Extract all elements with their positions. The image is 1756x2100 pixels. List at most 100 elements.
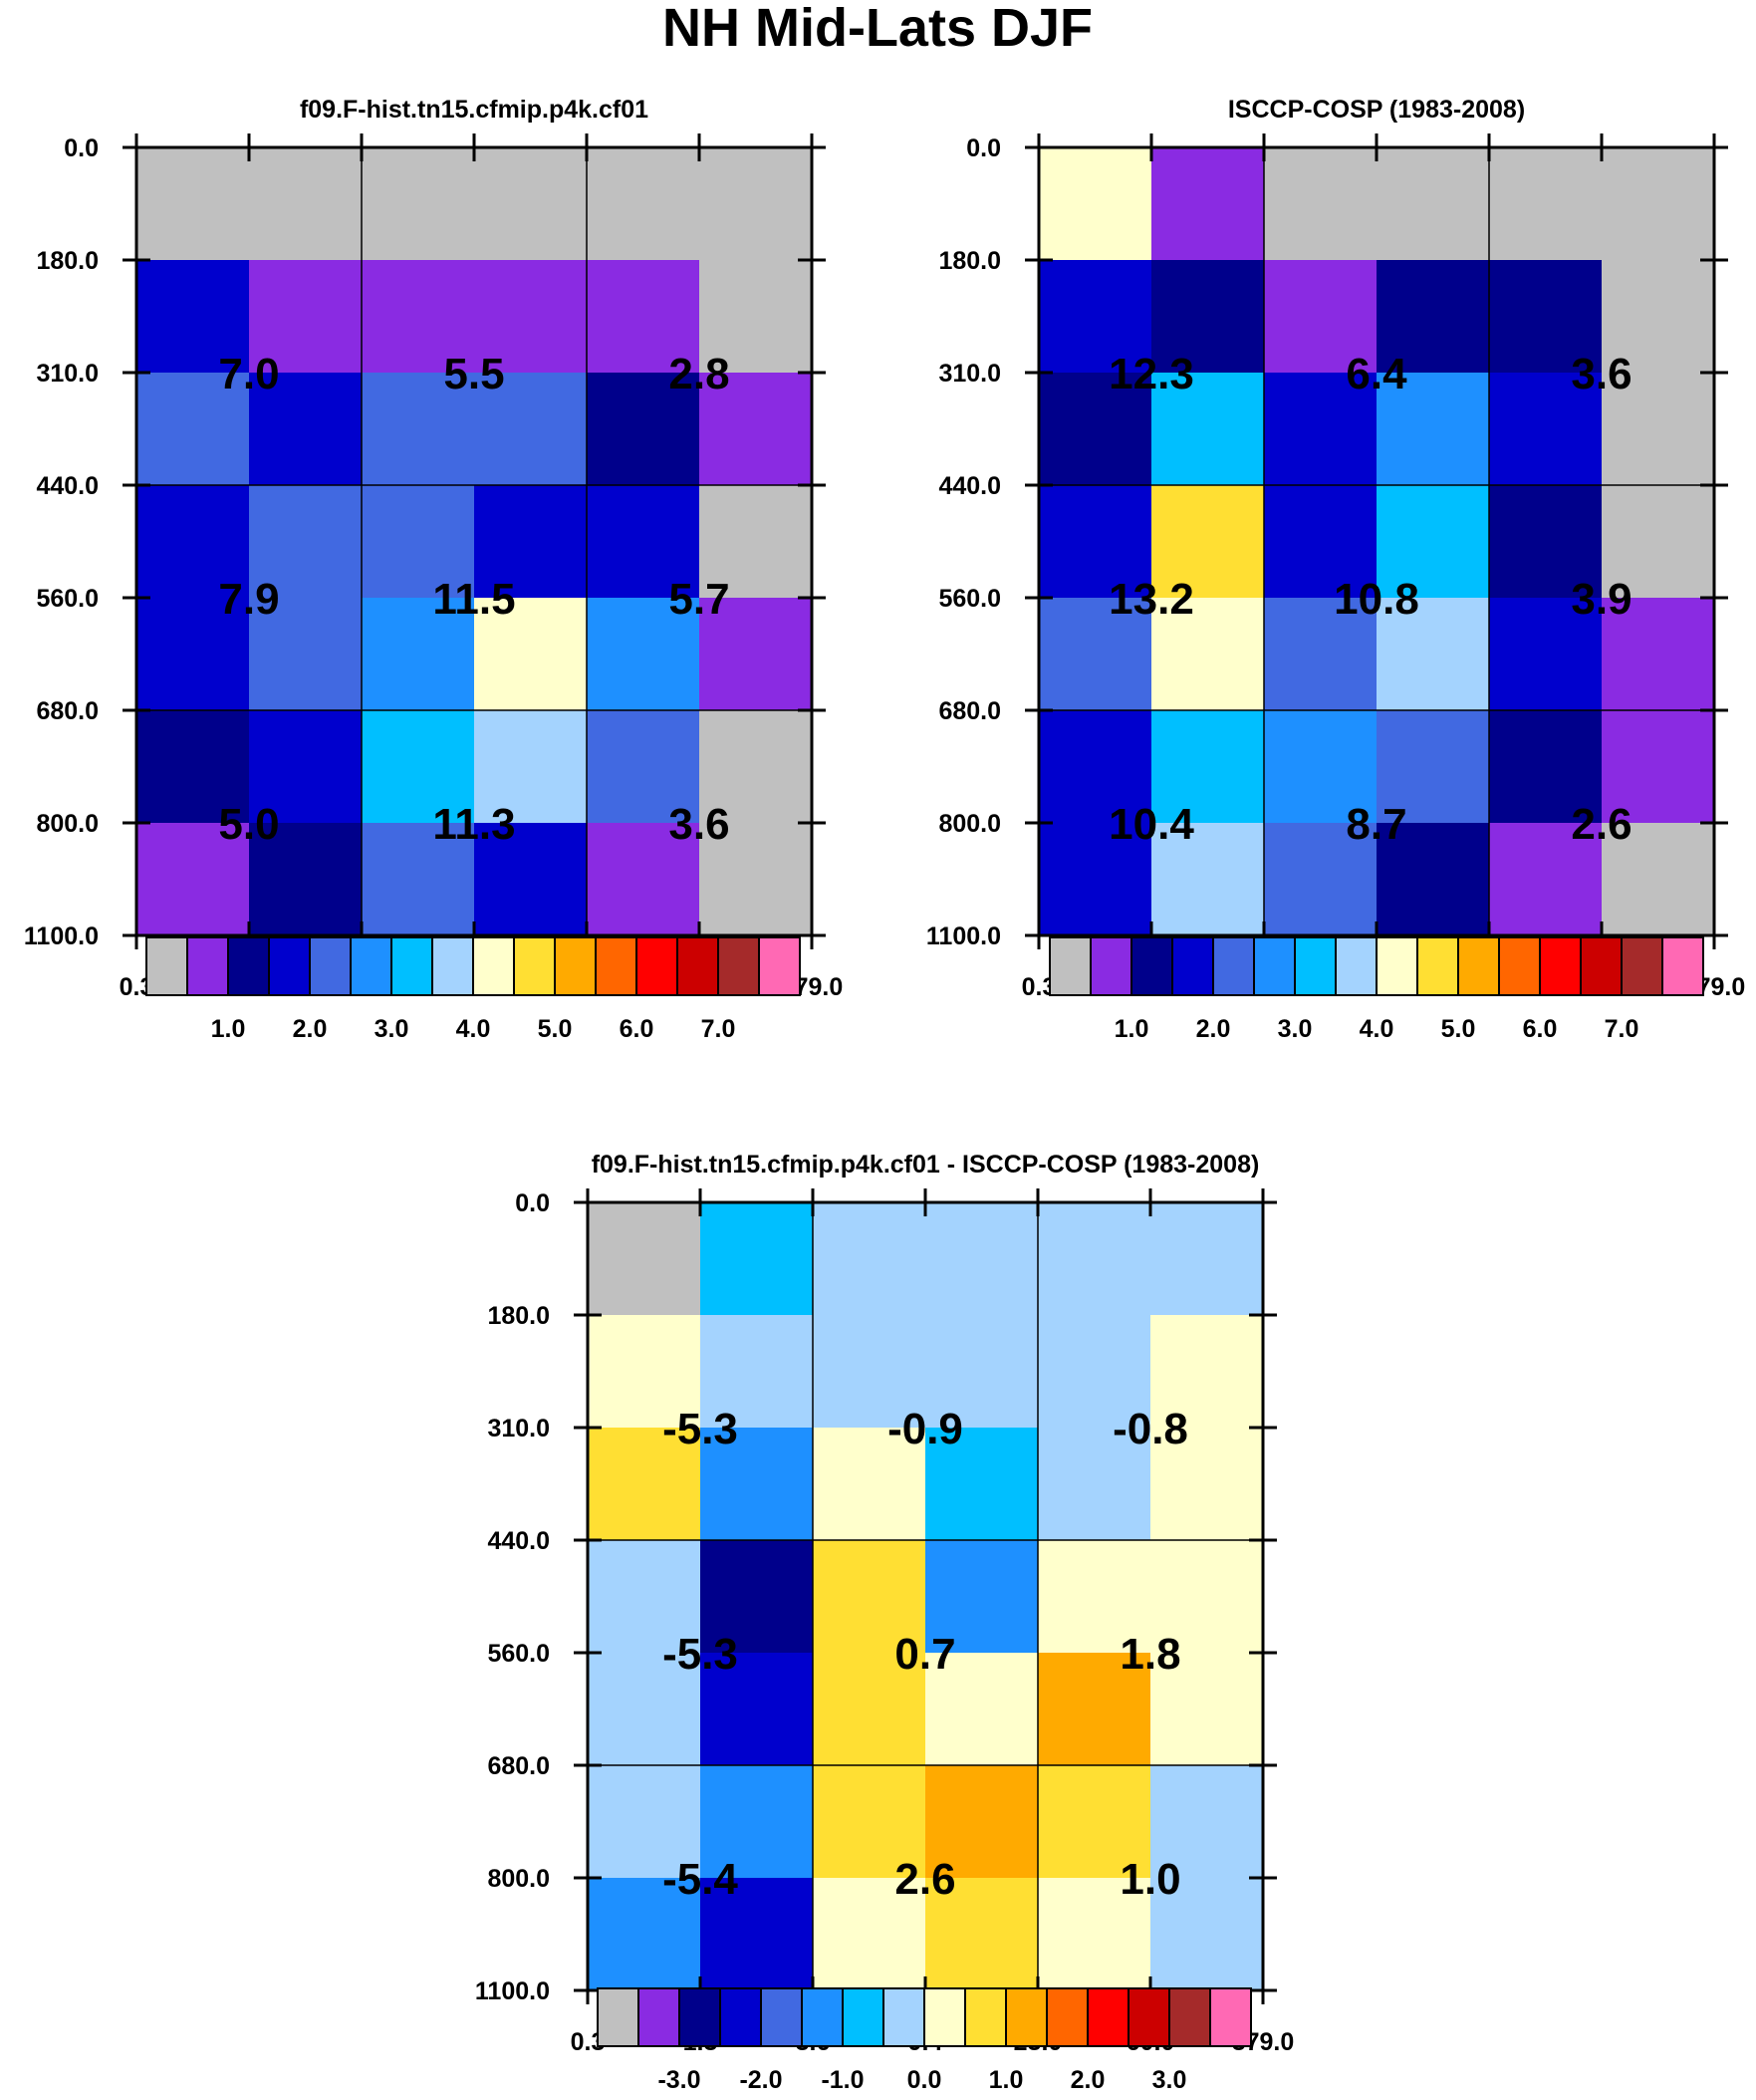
block-value-label: 13.2 [1109,575,1194,624]
heatmap-cell [249,485,363,599]
heatmap-cell [1377,147,1490,261]
heatmap-cell [588,1540,701,1654]
heatmap-cell [588,1202,701,1316]
heatmap-cell [700,1540,814,1654]
colorbar-box [227,936,270,996]
y-tick-label: 440.0 [36,472,99,500]
colorbar-box [145,936,188,996]
heatmap-cell [587,598,700,711]
y-tick-label: 800.0 [487,1865,550,1893]
colorbar-box [1212,936,1255,996]
heatmap-cell [1151,147,1265,261]
heatmap-cell [1489,823,1603,936]
block-value-label: -5.4 [662,1855,738,1904]
colorbar-box [554,936,597,996]
colorbar-tick-label: 7.0 [1605,1015,1639,1043]
heatmap-cell [700,1653,814,1766]
heatmap-cell [1150,1428,1264,1541]
heatmap-cell [588,1765,701,1879]
heatmap-cell [700,1878,814,1991]
heatmap-cell [474,260,588,374]
colorbar-box [923,1987,966,2047]
heatmap-cell [1264,260,1378,374]
y-tick-label: 560.0 [487,1640,550,1668]
colorbar-box [758,936,801,996]
heatmap-cell [925,1315,1039,1429]
colorbar-tick-label: -3.0 [657,2066,700,2094]
heatmap-cell [136,373,250,486]
heatmap-cell [1489,598,1603,711]
heatmap-cell [1039,485,1152,599]
colorbar-box [1253,936,1296,996]
heatmap-cell [362,260,475,374]
heatmap-cell [1264,823,1378,936]
colorbar-box [676,936,719,996]
heatmap-cell [587,710,700,824]
colorbar-tick-label: -2.0 [739,2066,782,2094]
heatmap-cell [1038,1428,1151,1541]
colorbar-box [1171,936,1214,996]
y-tick-label: 800.0 [938,810,1001,838]
heatmap-cell [1038,1653,1151,1766]
heatmap-cell [587,373,700,486]
block-value-label: 7.9 [218,575,279,624]
heatmap-cell [1151,710,1265,824]
block-value-label: 10.4 [1109,800,1194,849]
heatmap-cell [813,1202,926,1316]
block-value-label: 11.5 [432,575,515,624]
block-value-label: 3.6 [1571,350,1631,398]
colorbar-box [595,936,637,996]
y-tick-label: 0.0 [966,134,1001,162]
heatmap-cell [1377,823,1490,936]
heatmap-cell [1264,598,1378,711]
heatmap-cell [699,598,813,711]
heatmap-cell [1039,147,1152,261]
y-tick-label: 180.0 [487,1302,550,1330]
heatmap-cell [1489,710,1603,824]
colorbar-box [1130,936,1173,996]
heatmap-cell [1377,260,1490,374]
heatmap-cell [699,147,813,261]
heatmap-cell [925,1540,1039,1654]
heatmap-cell [362,373,475,486]
heatmap-cell [813,1765,926,1879]
heatmap-cell [588,1878,701,1991]
colorbar-box [472,936,515,996]
colorbar: -3.0 -2.0 -1.0 0.0 1.0 2.0 3.0 [597,1987,1252,2094]
heatmap-cell [925,1653,1039,1766]
colorbar-box [1128,1987,1170,2047]
y-tick-label: 0.0 [515,1189,550,1217]
heatmap-cell [1150,1315,1264,1429]
heatmap-cell [1264,485,1378,599]
heatmap-cell [1602,823,1715,936]
heatmap-cell [925,1428,1039,1541]
colorbar-tick-label: 2.0 [293,1015,328,1043]
panel-3: f09.F-hist.tn15.cfmip.p4k.cf01 - ISCCP-C… [475,1151,1294,2094]
heatmap-cell [699,710,813,824]
panel-title: f09.F-hist.tn15.cfmip.p4k.cf01 [300,96,648,124]
heatmap-cell [1038,1540,1151,1654]
y-tick-label: 1100.0 [475,1977,550,2005]
colorbar-tick-label: 2.0 [1071,2066,1106,2094]
heatmap-cell [1039,710,1152,824]
block-value-label: 5.7 [668,575,729,624]
heatmap-cell [1602,485,1715,599]
colorbar-tick-label: 5.0 [538,1015,573,1043]
block-value-label: 3.6 [668,800,729,849]
panel-2: ISCCP-COSP (1983-2008) 0.0 180.0 310.0 440.0… [926,96,1745,1043]
heatmap-cell [588,1428,701,1541]
colorbar-box [597,1987,639,2047]
y-tick-label: 1100.0 [926,922,1001,950]
heatmap-cell [1150,1202,1264,1316]
colorbar-box [186,936,229,996]
colorbar-tick-label: 3.0 [1152,2066,1187,2094]
heatmap-cell [136,710,250,824]
heatmap-cell [1151,373,1265,486]
block-value-label: 12.3 [1109,350,1194,398]
heatmap-cell [1151,485,1265,599]
heatmap-cell [249,710,363,824]
y-tick-label: 1100.0 [24,922,99,950]
heatmap-cell [1038,1765,1151,1879]
block-value-label: -0.9 [887,1405,963,1453]
